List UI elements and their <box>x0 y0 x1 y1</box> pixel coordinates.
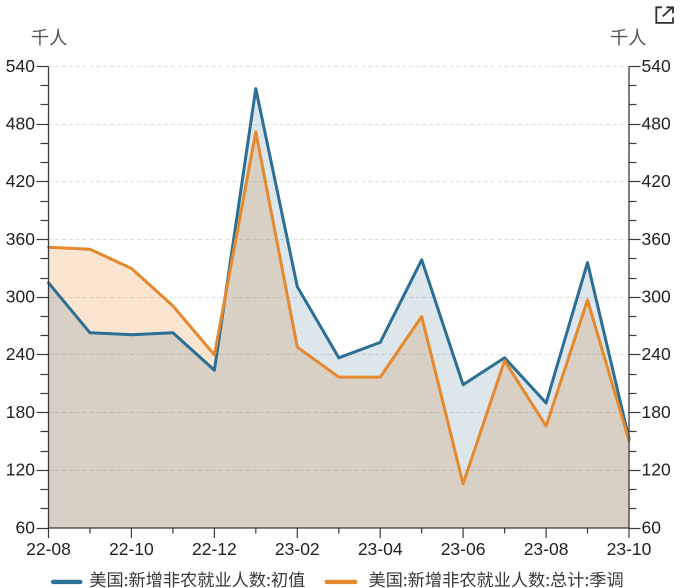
svg-text:180: 180 <box>6 402 35 422</box>
svg-text:23-08: 23-08 <box>524 539 569 559</box>
svg-text:420: 420 <box>6 171 35 191</box>
svg-text:240: 240 <box>6 344 35 364</box>
svg-text:540: 540 <box>642 56 671 76</box>
svg-text:240: 240 <box>642 344 671 364</box>
svg-text:23-02: 23-02 <box>275 539 320 559</box>
svg-text:22-10: 22-10 <box>109 539 154 559</box>
svg-text:23-10: 23-10 <box>607 539 652 559</box>
svg-text:300: 300 <box>6 287 35 307</box>
svg-text:540: 540 <box>6 56 35 76</box>
svg-text:300: 300 <box>642 287 671 307</box>
svg-text:120: 120 <box>6 460 35 480</box>
svg-text:180: 180 <box>642 402 671 422</box>
svg-text:22-12: 22-12 <box>192 539 237 559</box>
svg-text:480: 480 <box>642 114 671 134</box>
svg-text:23-04: 23-04 <box>358 539 403 559</box>
svg-text:60: 60 <box>642 517 662 537</box>
svg-text:420: 420 <box>642 171 671 191</box>
svg-text:60: 60 <box>16 517 36 537</box>
svg-text:360: 360 <box>642 229 671 249</box>
svg-text:480: 480 <box>6 114 35 134</box>
svg-text:360: 360 <box>6 229 35 249</box>
svg-text:120: 120 <box>642 460 671 480</box>
svg-text:23-06: 23-06 <box>441 539 486 559</box>
svg-text:22-08: 22-08 <box>26 539 71 559</box>
